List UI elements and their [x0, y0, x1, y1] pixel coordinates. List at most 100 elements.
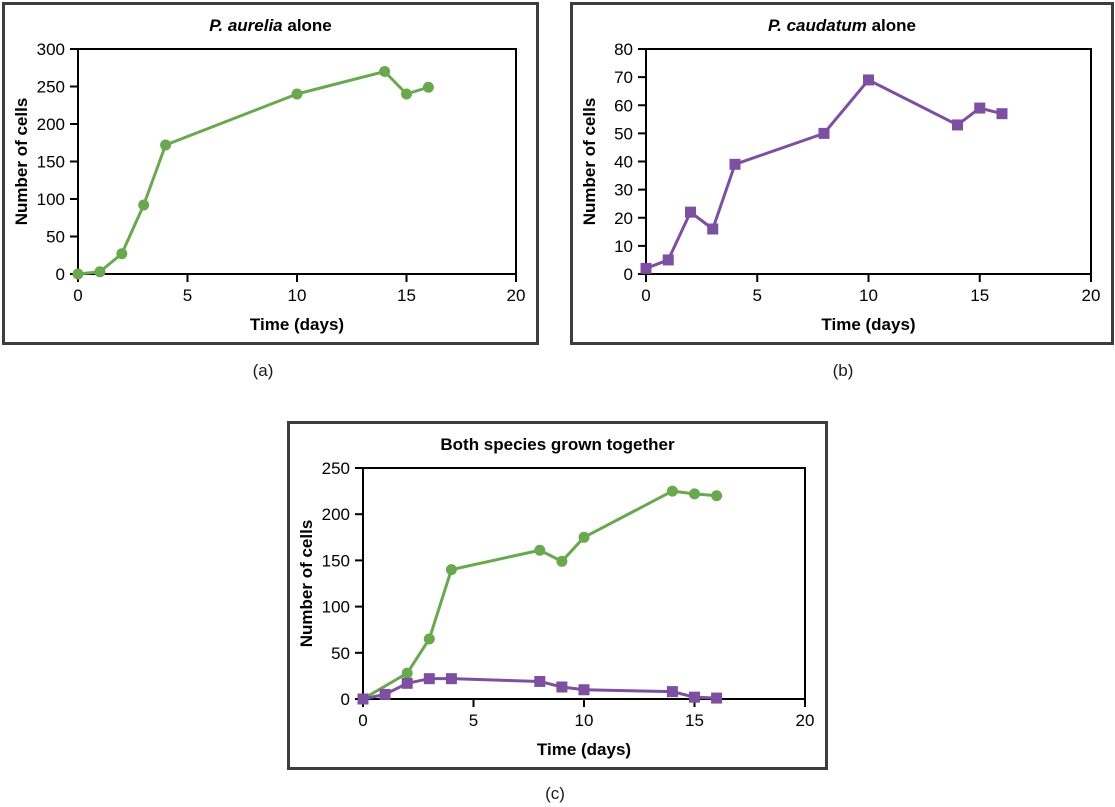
y-tick-label: 60 — [614, 96, 633, 115]
y-tick-label: 70 — [614, 68, 633, 87]
y-tick-label: 150 — [322, 551, 350, 570]
data-point-circle — [116, 248, 128, 260]
x-tick-label: 20 — [507, 286, 526, 305]
x-tick-label: 5 — [469, 711, 478, 730]
p-aurelia-alone-chart: 0 50 100 150 200 250 300 0 5 10 15 20 P. aurelia alo… — [12, 16, 526, 334]
x-tick-label: 20 — [796, 711, 815, 730]
data-point-square — [952, 119, 963, 131]
x-tick-label: 15 — [970, 286, 989, 305]
panel-p-caudatum-alone: 0 10 20 30 40 50 60 70 80 0 5 10 15 20 P. caudatum alo… — [570, 2, 1114, 345]
y-tick-label: 300 — [37, 40, 65, 59]
x-tick-label: 0 — [641, 286, 650, 305]
data-point-square — [974, 102, 986, 114]
panel-both-species: 0 50 100 150 200 250 0 5 10 15 20 Both species grow… — [287, 421, 828, 770]
y-tick-label: 10 — [614, 237, 633, 256]
data-point-circle — [422, 81, 434, 93]
data-point-circle — [711, 490, 723, 502]
y-axis-label: Number of cells — [12, 98, 31, 226]
data-point-square — [534, 675, 546, 687]
plot-frame — [77, 48, 517, 275]
y-tick-label: 50 — [614, 124, 633, 143]
y-tick-label: 80 — [614, 40, 633, 59]
data-point-circle — [379, 66, 391, 77]
data-point-square — [996, 108, 1008, 120]
y-tick-label: 100 — [37, 190, 65, 209]
data-point-square — [818, 127, 830, 139]
y-tick-label: 200 — [37, 115, 65, 134]
data-point-circle — [160, 139, 172, 151]
data-point-square — [729, 158, 741, 170]
x-tick-label: 0 — [73, 286, 82, 305]
data-point-square — [707, 223, 719, 235]
caption-b: (b) — [832, 361, 854, 380]
data-point-square — [662, 254, 674, 266]
y-tick-label: 100 — [322, 598, 350, 617]
series-line-p-aurelia — [361, 489, 719, 701]
data-point-circle — [72, 268, 84, 280]
x-axis-label: Time (days) — [537, 740, 631, 759]
x-tick-label: 15 — [685, 711, 704, 730]
y-tick-label: 40 — [614, 153, 633, 172]
x-tick-label: 0 — [358, 711, 367, 730]
data-point-circle — [138, 199, 150, 211]
data-point-square — [640, 262, 652, 274]
chart-title: P. aurelia alone — [209, 16, 332, 35]
data-point-circle — [689, 488, 700, 500]
data-point-square — [401, 677, 413, 689]
x-tick-label: 5 — [753, 286, 762, 305]
x-tick-label: 15 — [397, 286, 416, 305]
data-point-circle — [666, 485, 678, 497]
x-tick-label: 10 — [859, 286, 878, 305]
y-tick-label: 250 — [322, 459, 350, 478]
data-point-circle — [401, 667, 413, 679]
data-point-circle — [291, 88, 303, 100]
x-axis-label: Time (days) — [250, 315, 344, 334]
data-point-circle — [445, 564, 457, 576]
data-point-square — [445, 673, 457, 685]
y-tick-label: 150 — [37, 153, 65, 172]
x-tick-label: 20 — [1082, 286, 1101, 305]
x-tick-label: 10 — [288, 286, 307, 305]
y-tick-label: 30 — [614, 181, 633, 200]
data-point-circle — [94, 266, 106, 278]
data-point-square — [423, 673, 435, 685]
data-point-square — [689, 691, 700, 703]
data-point-square — [578, 684, 590, 696]
both-species-chart: 0 50 100 150 200 250 0 5 10 15 20 Both species grow… — [297, 435, 815, 759]
p-caudatum-alone-chart: 0 10 20 30 40 50 60 70 80 0 5 10 15 20 P. caudatum alo… — [580, 16, 1101, 334]
data-point-circle — [423, 633, 435, 645]
chart-title: P. caudatum alone — [768, 16, 916, 35]
chart-title: Both species grown together — [440, 435, 675, 454]
x-axis-label: Time (days) — [821, 315, 915, 334]
data-point-square — [357, 693, 369, 705]
caption-a: (a) — [252, 361, 274, 380]
y-axis-label: Number of cells — [580, 98, 599, 226]
y-tick-label: 50 — [46, 228, 65, 247]
y-tick-label: 20 — [614, 209, 633, 228]
y-tick-label: 200 — [322, 505, 350, 524]
y-axis-label: Number of cells — [297, 520, 316, 648]
data-point-square — [711, 692, 723, 704]
data-point-circle — [578, 531, 590, 543]
data-point-circle — [556, 555, 568, 567]
plot-frame — [362, 467, 806, 700]
data-point-square — [685, 206, 696, 218]
y-tick-label: 50 — [331, 644, 350, 663]
y-tick-label: 250 — [37, 78, 65, 97]
caption-c: (c) — [545, 784, 565, 803]
data-point-square — [556, 681, 568, 693]
data-point-circle — [534, 544, 546, 556]
y-tick-label: 0 — [56, 265, 65, 284]
data-point-square — [666, 686, 678, 698]
x-tick-label: 5 — [183, 286, 192, 305]
y-tick-label: 0 — [624, 265, 633, 284]
panel-p-aurelia-alone: 0 50 100 150 200 250 300 0 5 10 15 20 P. aurelia alo… — [2, 2, 539, 345]
y-tick-label: 0 — [341, 690, 350, 709]
data-point-circle — [401, 88, 412, 100]
series-line-p-caudatum — [644, 78, 1004, 270]
x-tick-label: 10 — [575, 711, 594, 730]
data-point-square — [379, 688, 391, 700]
data-point-square — [863, 74, 874, 86]
series-line-p-aurelia — [76, 70, 430, 276]
